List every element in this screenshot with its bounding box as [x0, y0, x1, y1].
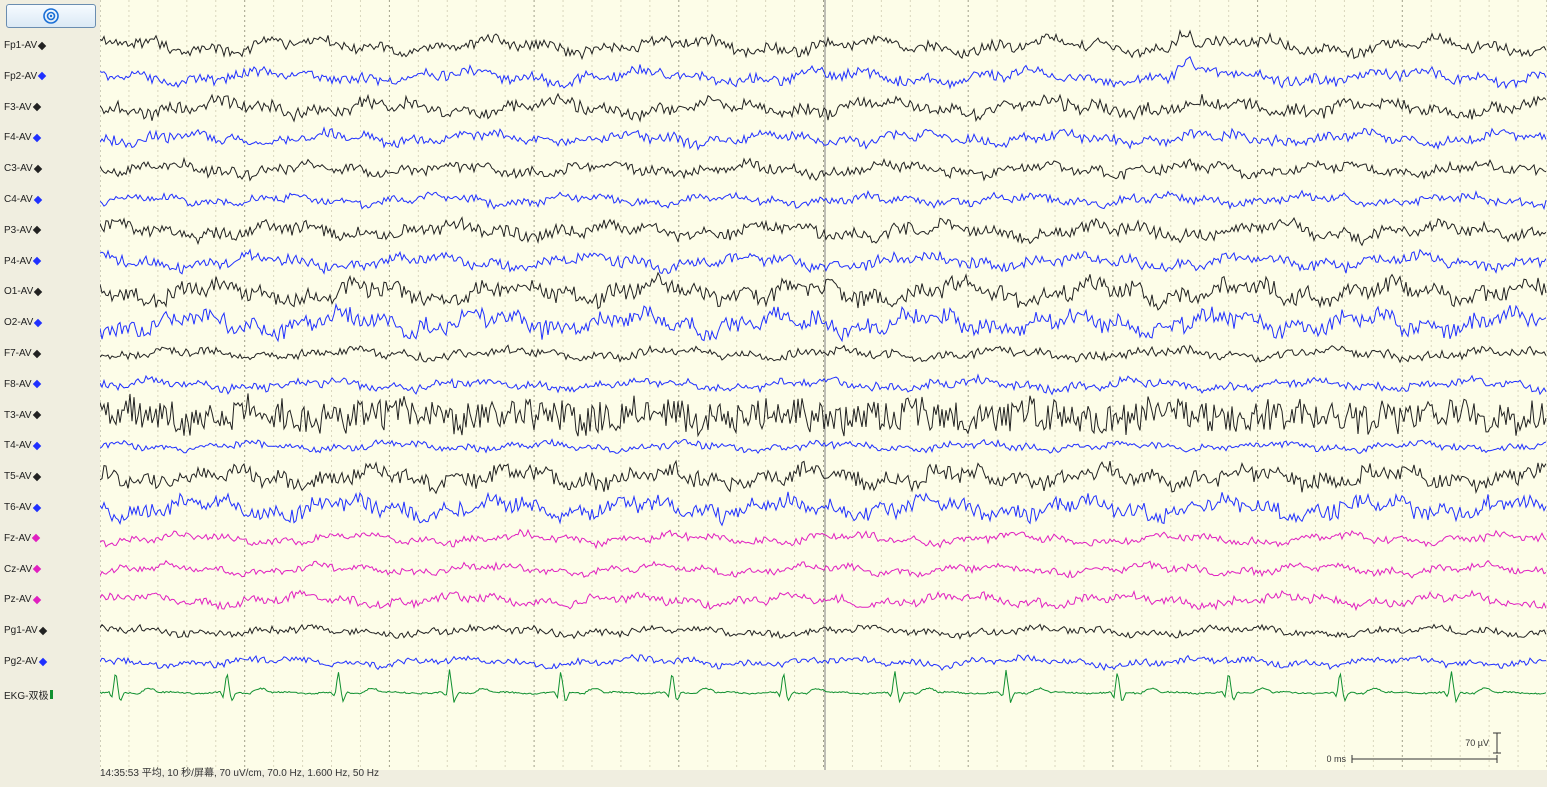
channel-label[interactable]: P3-AV: [4, 225, 96, 236]
channel-marker-icon: [33, 565, 41, 573]
channel-label[interactable]: F7-AV: [4, 348, 96, 359]
channel-marker-icon: [34, 318, 42, 326]
channel-marker-icon: [33, 257, 41, 265]
target-icon: [42, 7, 60, 25]
channel-label-text: O1-AV: [4, 286, 33, 297]
channel-label[interactable]: T4-AV: [4, 440, 96, 451]
channel-label[interactable]: O2-AV: [4, 317, 96, 328]
channel-label[interactable]: Cz-AV: [4, 564, 96, 575]
channel-marker-icon: [32, 472, 40, 480]
channel-label-text: EKG-双极: [4, 687, 48, 702]
channel-marker-icon: [32, 349, 40, 357]
waveform-trace: [100, 94, 1546, 121]
channel-marker-icon: [38, 657, 46, 665]
channel-marker-icon: [32, 596, 40, 604]
waveform-trace: [100, 345, 1546, 362]
channel-label-text: Fp2-AV: [4, 71, 37, 82]
channel-marker-icon: [33, 226, 41, 234]
channel-label[interactable]: Fz-AV: [4, 533, 96, 544]
channel-marker-icon: [32, 534, 40, 542]
channel-marker-icon: [38, 72, 46, 80]
channel-label[interactable]: EKG-双极: [4, 687, 96, 702]
waveform-svg: [100, 0, 1547, 770]
channel-label-text: F3-AV: [4, 102, 32, 113]
channel-label-text: T3-AV: [4, 410, 32, 421]
channel-marker-icon: [32, 380, 40, 388]
channel-marker-icon: [32, 503, 40, 511]
waveform-trace: [100, 393, 1546, 436]
channel-label-text: F8-AV: [4, 379, 32, 390]
channel-label-text: P3-AV: [4, 225, 32, 236]
channel-label-text: Fp1-AV: [4, 40, 37, 51]
channel-label-text: C3-AV: [4, 163, 33, 174]
channel-label-text: Pg2-AV: [4, 656, 38, 667]
channel-label[interactable]: O1-AV: [4, 286, 96, 297]
scale-bar: 70 µV 1000 ms: [1327, 725, 1507, 767]
scale-amp-label: 70 µV: [1465, 738, 1489, 748]
channel-label-text: Fz-AV: [4, 533, 31, 544]
channel-label-text: F4-AV: [4, 132, 32, 143]
channel-label[interactable]: Fp2-AV: [4, 71, 96, 82]
channel-label[interactable]: Pg1-AV: [4, 625, 96, 636]
status-footer: 14:35:53 平均, 10 秒/屏幕, 70 uV/cm, 70.0 Hz,…: [100, 764, 379, 779]
channel-label-text: P4-AV: [4, 256, 32, 267]
channel-label-text: Pz-AV: [4, 594, 32, 605]
channel-label[interactable]: T3-AV: [4, 410, 96, 421]
toolbar-target-button[interactable]: [6, 4, 96, 28]
channel-marker-icon: [32, 134, 40, 142]
channel-label-text: F7-AV: [4, 348, 32, 359]
channel-label[interactable]: F4-AV: [4, 132, 96, 143]
channel-marker-icon: [32, 442, 40, 450]
channel-label[interactable]: Pz-AV: [4, 594, 96, 605]
channel-label-text: O2-AV: [4, 317, 33, 328]
status-text: 14:35:53 平均, 10 秒/屏幕, 70 uV/cm, 70.0 Hz,…: [100, 768, 379, 779]
channel-marker-icon: [34, 288, 42, 296]
channel-sidebar: Fp1-AV Fp2-AV F3-AV F4-AV C3-AV C4-AV P3-AV P4-…: [0, 0, 101, 770]
grid: [100, 0, 1547, 770]
channel-marker-icon: [33, 164, 41, 172]
channel-label[interactable]: Fp1-AV: [4, 40, 96, 51]
channel-marker-icon: [38, 41, 46, 49]
waveform-trace: [100, 273, 1546, 310]
eeg-viewer: Fp1-AV Fp2-AV F3-AV F4-AV C3-AV C4-AV P3-AV P4-…: [0, 0, 1547, 787]
channel-label[interactable]: C3-AV: [4, 163, 96, 174]
channel-label[interactable]: F3-AV: [4, 102, 96, 113]
channel-marker-icon: [38, 626, 46, 634]
channel-label[interactable]: Pg2-AV: [4, 656, 96, 667]
channel-label-text: C4-AV: [4, 194, 33, 205]
channel-label-text: Cz-AV: [4, 564, 32, 575]
channel-label-text: T5-AV: [4, 471, 32, 482]
channel-marker-icon: [32, 411, 40, 419]
channel-label[interactable]: T6-AV: [4, 502, 96, 513]
channel-label[interactable]: T5-AV: [4, 471, 96, 482]
channel-label[interactable]: C4-AV: [4, 194, 96, 205]
channel-label-text: Pg1-AV: [4, 625, 38, 636]
waveform-area[interactable]: [100, 0, 1547, 770]
channel-label[interactable]: F8-AV: [4, 379, 96, 390]
channel-marker-icon: [33, 195, 41, 203]
channel-label-text: T4-AV: [4, 440, 32, 451]
scale-time-label: 1000 ms: [1327, 754, 1346, 764]
channel-marker-icon: [50, 690, 53, 699]
channel-label[interactable]: P4-AV: [4, 256, 96, 267]
channel-marker-icon: [32, 103, 40, 111]
channel-label-text: T6-AV: [4, 502, 32, 513]
